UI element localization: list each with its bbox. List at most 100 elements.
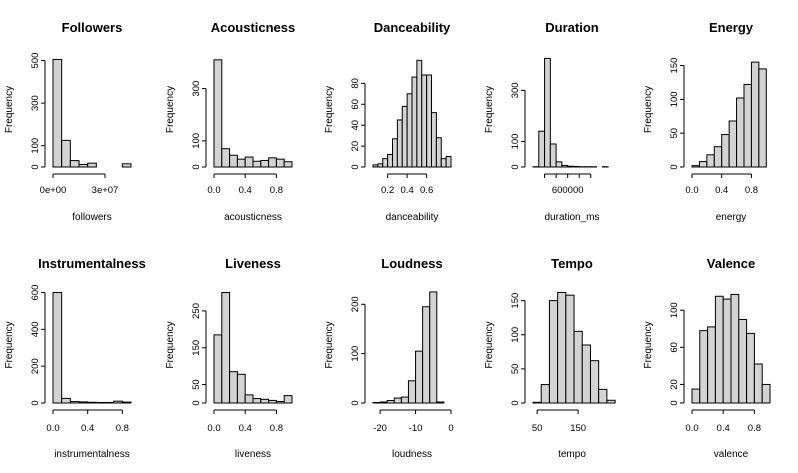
chart-8-bar-6 (581, 344, 591, 404)
chart-8-bar-8 (598, 388, 608, 404)
chart-1-x-tick-label-1: 0.4 (239, 185, 252, 196)
chart-4-y-tick-label-3: 150 (669, 58, 680, 74)
chart-9-bar-0 (691, 388, 701, 404)
chart-4-bar-7 (743, 83, 752, 168)
chart-0-bar-0 (52, 58, 63, 168)
chart-5-y-tick-label-2: 400 (30, 321, 41, 337)
chart-1-bar-8 (275, 158, 285, 168)
chart-4-y-tick-label-0: 0 (669, 164, 680, 169)
chart-1-bar-7 (268, 157, 277, 168)
chart-9-bar-9 (761, 383, 771, 404)
chart-2-bar-6 (401, 105, 408, 168)
chart-2-bar-5 (396, 119, 403, 168)
chart-7-x-tick-label-1: -10 (409, 423, 423, 434)
chart-8-bar-0 (532, 401, 542, 404)
chart-6-bar-9 (283, 395, 293, 404)
chart-2-bar-11 (426, 74, 433, 168)
chart-7-y-tick-label-2: 200 (350, 296, 361, 312)
chart-3-x-tick-label-2: 600000 (552, 185, 584, 196)
chart-4-y-label: Frequency (643, 86, 654, 133)
chart-2-y-tick-label-2: 40 (350, 120, 361, 131)
chart-6-y-tick-label-2: 150 (191, 340, 202, 356)
chart-0-bar-3 (78, 163, 89, 168)
chart-5-bar-5 (95, 401, 106, 404)
chart-9-x-tick-label-2: 0.8 (748, 423, 761, 434)
chart-6-y-label: Frequency (165, 321, 176, 368)
chart-9-y-tick-label-1: 20 (669, 379, 680, 390)
chart-0-panel: Followers 0e+00 3e+07 0 100 300 500 followers Fr… (4, 20, 132, 223)
chart-5-y-tick-label-1: 200 (30, 358, 41, 374)
chart-8-title: Tempo (551, 256, 593, 271)
chart-2-y-tick-label-0: 0 (350, 164, 361, 169)
chart-5-y-label: Frequency (4, 321, 15, 368)
chart-9-bar-4 (722, 298, 732, 404)
chart-6-x-tick-label-1: 0.4 (239, 423, 252, 434)
chart-4-bar-9 (758, 68, 767, 168)
chart-8-bar-4 (565, 294, 575, 404)
chart-5-title: Instrumentalness (38, 256, 146, 271)
chart-9-y-tick-label-3: 100 (669, 302, 680, 318)
chart-6-y-tick-label-0: 0 (191, 400, 202, 405)
chart-4-x-tick-label-1: 0.4 (715, 185, 728, 196)
chart-2-y-tick-label-4: 80 (350, 78, 361, 89)
chart-5-x-label: instrumentalness (54, 449, 130, 460)
chart-2-x-tick-label-2: 0.6 (420, 185, 433, 196)
chart-9-bar-2 (707, 326, 716, 404)
chart-5-panel: Instrumentalness 0.0 0.4 0.8 0 200 400 600 instr… (4, 256, 146, 460)
chart-2-bar-4 (392, 138, 398, 168)
chart-5-x-tick-label-1: 0.4 (81, 423, 94, 434)
chart-9-y-tick-label-2: 60 (669, 342, 680, 353)
chart-3-bar-6 (567, 165, 574, 168)
chart-7-panel: Loudness -20 -10 0 0 100 200 loudness Frequency (324, 256, 454, 460)
chart-2-bar-7 (406, 93, 413, 168)
chart-9-bar-7 (746, 332, 755, 404)
chart-2-bar-0 (372, 164, 379, 168)
chart-7-bar-9 (436, 401, 445, 404)
chart-8-bar-5 (573, 330, 583, 404)
chart-7-bar-3 (393, 397, 402, 404)
chart-0-title: Followers (62, 20, 123, 35)
chart-8-panel: Tempo 50 150 0 50 100 150 tempo Frequency (484, 256, 616, 460)
chart-1-y-tick-label-1: 100 (191, 133, 202, 149)
chart-5-y-tick-label-0: 0 (30, 400, 41, 405)
chart-6-bar-7 (268, 399, 277, 404)
chart-6-x-label: liveness (235, 449, 271, 460)
chart-5-bar-7 (113, 400, 123, 404)
chart-2-bar-10 (421, 74, 428, 168)
chart-7-y-tick-label-1: 100 (350, 346, 361, 362)
chart-1-bar-6 (260, 159, 270, 168)
chart-3-y-label: Frequency (484, 86, 495, 133)
chart-8-y-tick-label-2: 100 (510, 327, 521, 343)
chart-0-y-tick-label-2: 300 (30, 95, 41, 111)
chart-1-x-tick-label-2: 0.8 (270, 185, 283, 196)
chart-2-title: Danceability (374, 20, 451, 35)
chart-9-bar-3 (714, 295, 724, 404)
chart-1-y-label: Frequency (165, 86, 176, 133)
chart-4-bar-4 (721, 134, 730, 168)
chart-3-y-tick-label-2: 300 (510, 82, 521, 98)
chart-0-x-tick-label-0: 0e+00 (40, 185, 67, 196)
chart-3-bar-4 (555, 161, 563, 168)
chart-8-bar-9 (606, 399, 616, 404)
chart-9-x-label: valence (714, 449, 749, 460)
chart-2-x-tick-label-1: 0.4 (401, 185, 414, 196)
chart-9-bar-1 (699, 330, 709, 404)
chart-0-x-label: followers (72, 212, 111, 223)
chart-7-x-tick-label-0: -20 (373, 423, 387, 434)
chart-2-x-label: danceability (386, 212, 439, 223)
chart-4-bar-2 (706, 154, 715, 168)
chart-2-bar-3 (387, 153, 394, 168)
chart-3-y-tick-label-0: 0 (510, 164, 521, 169)
chart-6-bar-4 (244, 394, 254, 404)
chart-3-bar-7 (572, 165, 580, 168)
chart-5-bar-8 (121, 401, 132, 404)
chart-2-bar-8 (411, 76, 418, 168)
chart-0-bar-1 (61, 139, 71, 168)
chart-9-panel: Valence 0.0 0.4 0.8 0 20 60 100 valence Frequency (643, 256, 771, 460)
chart-7-x-tick-label-2: 0 (448, 423, 453, 434)
chart-8-bar-7 (589, 360, 600, 404)
chart-8-bar-3 (557, 291, 567, 404)
chart-2-bar-12 (431, 112, 437, 168)
chart-4-panel: Energy 0.0 0.4 0.8 0 50 100 150 energy Frequency (643, 20, 767, 223)
